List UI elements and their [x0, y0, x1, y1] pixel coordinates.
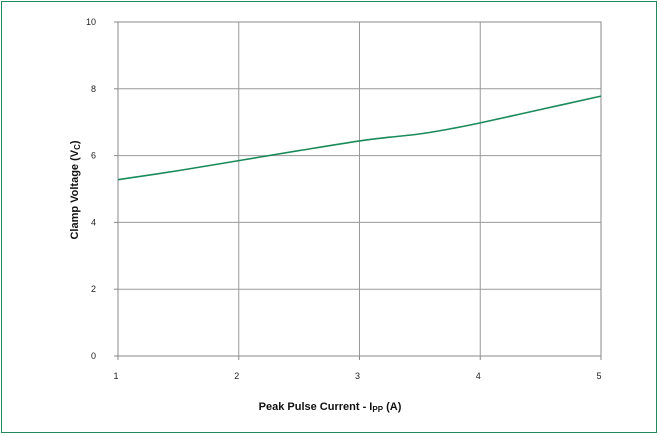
axis-ticks: 1 2 3 4 5 0 2 4 6 8 10	[86, 17, 602, 381]
x-tick-label: 4	[476, 371, 481, 381]
x-tick-label: 1	[113, 371, 118, 381]
y-axis-title: Clamp Voltage (VC)	[69, 140, 82, 239]
y-tick-label: 2	[91, 284, 96, 294]
x-tick-label: 3	[355, 371, 360, 381]
y-tick-label: 6	[91, 151, 96, 161]
y-tick-label: 8	[91, 84, 96, 94]
y-tick-label: 4	[91, 217, 96, 227]
series-line-clamp-voltage	[117, 95, 602, 181]
y-tick-label: 0	[91, 351, 96, 361]
y-tick-label: 10	[86, 17, 96, 27]
x-tick-label: 2	[234, 371, 239, 381]
x-axis-title: Peak Pulse Current - IPP (A)	[259, 401, 402, 414]
grid-lines	[118, 22, 601, 356]
x-tick-label: 5	[596, 371, 601, 381]
